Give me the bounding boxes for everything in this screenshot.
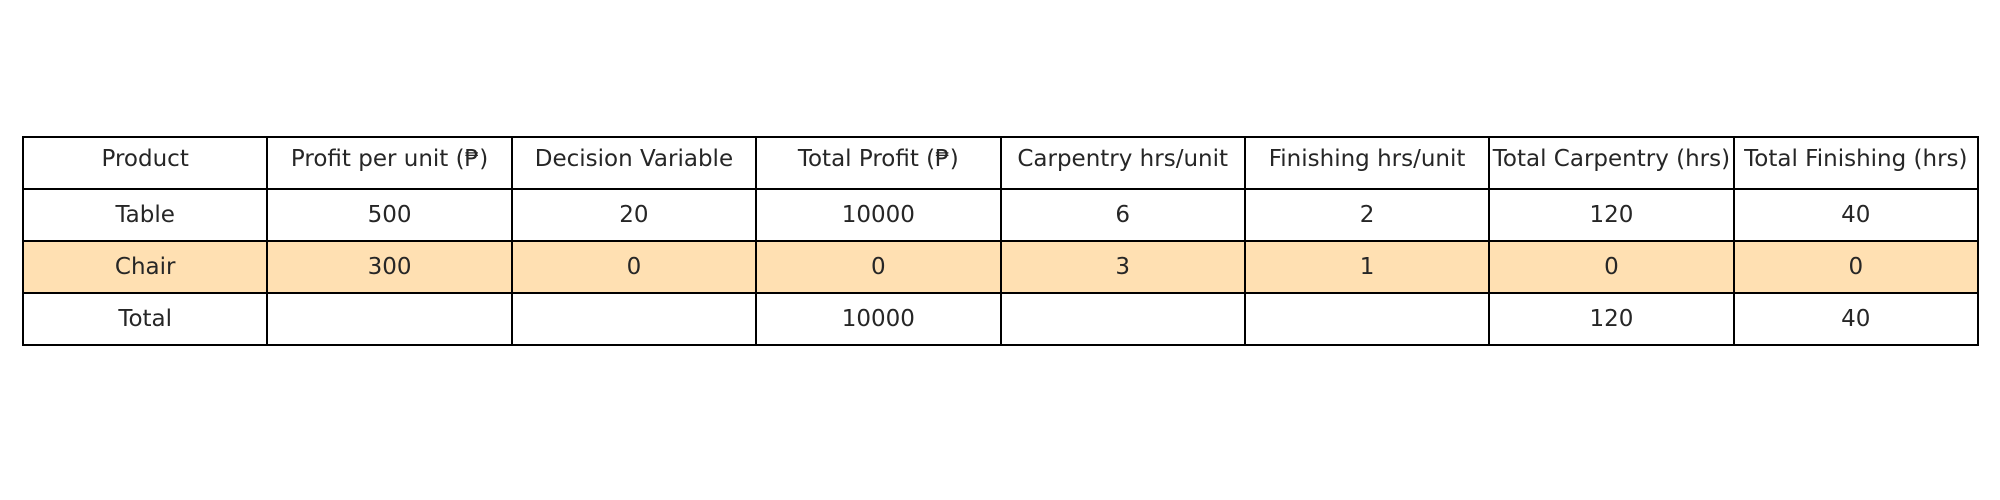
table-cell: 40 xyxy=(1732,292,1980,346)
data-table: Product Profit per unit (₱) Decision Var… xyxy=(21,136,1980,346)
header-label: Total Carpentry (hrs) xyxy=(1492,146,1731,172)
header-label: Total Profit (₱) xyxy=(797,146,959,172)
table-cell: 0 xyxy=(510,240,758,294)
header-cell-total-profit: Total Profit (₱) xyxy=(755,136,1002,190)
table-cell: 300 xyxy=(266,240,513,294)
header-label: Finishing hrs/unit xyxy=(1268,146,1466,172)
header-label: Decision Variable xyxy=(534,146,734,172)
header-label: Carpentry hrs/unit xyxy=(1017,146,1229,172)
table-cell: 500 xyxy=(266,188,513,242)
header-label: Total Finishing (hrs) xyxy=(1744,146,1968,172)
table-cell xyxy=(510,292,758,346)
header-cell-total-carpentry: Total Carpentry (hrs) xyxy=(1488,136,1735,190)
table-cell: 10000 xyxy=(755,292,1002,346)
table-row-table: Table 500 20 10000 6 2 120 40 xyxy=(21,188,1980,242)
table-cell xyxy=(1243,292,1491,346)
table-cell: 20 xyxy=(510,188,758,242)
table-cell: 0 xyxy=(1488,240,1735,294)
table-cell: Table xyxy=(21,188,269,242)
header-cell-decision-variable: Decision Variable xyxy=(510,136,758,190)
data-table-container: Product Profit per unit (₱) Decision Var… xyxy=(21,136,1980,346)
table-cell: 0 xyxy=(755,240,1002,294)
table-cell: 2 xyxy=(1243,188,1491,242)
table-cell: 10000 xyxy=(755,188,1002,242)
header-label: Product xyxy=(101,146,189,172)
table-cell xyxy=(999,292,1246,346)
table-cell: 0 xyxy=(1732,240,1980,294)
header-label: Profit per unit (₱) xyxy=(290,146,489,172)
table-cell: 6 xyxy=(999,188,1246,242)
header-cell-total-finishing: Total Finishing (hrs) xyxy=(1732,136,1980,190)
header-cell-carpentry-hrs-unit: Carpentry hrs/unit xyxy=(999,136,1246,190)
header-cell-finishing-hrs-unit: Finishing hrs/unit xyxy=(1243,136,1491,190)
table-row-chair: Chair 300 0 0 3 1 0 0 xyxy=(21,240,1980,294)
table-cell: 120 xyxy=(1488,292,1735,346)
table-cell: 1 xyxy=(1243,240,1491,294)
table-row-total: Total 10000 120 40 xyxy=(21,292,1980,346)
header-cell-profit-per-unit: Profit per unit (₱) xyxy=(266,136,513,190)
table-cell: Total xyxy=(21,292,269,346)
table-cell: 40 xyxy=(1732,188,1980,242)
table-cell xyxy=(266,292,513,346)
header-cell-product: Product xyxy=(21,136,269,190)
table-cell: Chair xyxy=(21,240,269,294)
header-row: Product Profit per unit (₱) Decision Var… xyxy=(21,136,1980,190)
table-cell: 120 xyxy=(1488,188,1735,242)
table-cell: 3 xyxy=(999,240,1246,294)
